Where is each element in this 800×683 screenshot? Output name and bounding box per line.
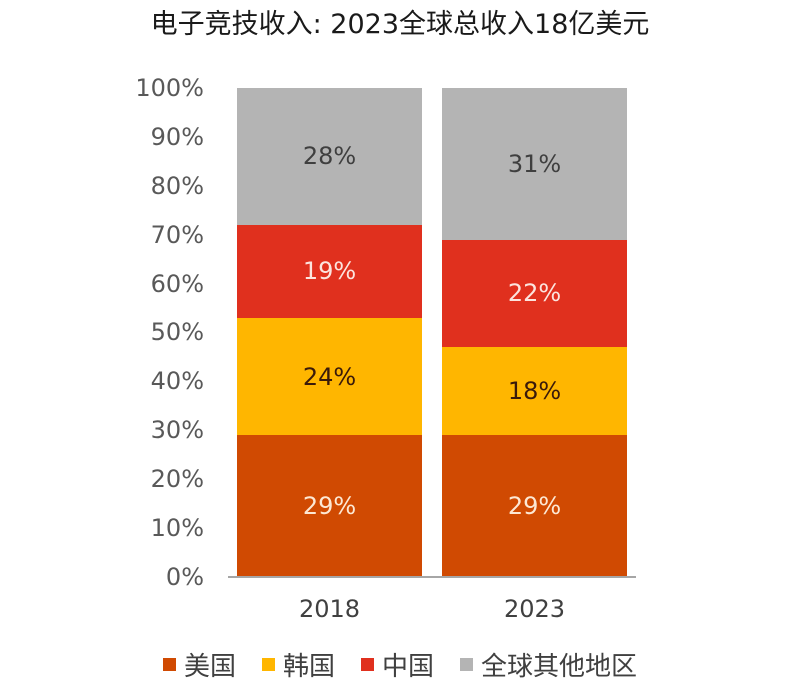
legend-item-china: 中国 (361, 646, 434, 683)
segment-china: 19% (237, 224, 422, 318)
legend: 美国 韩国 中国 全球其他地区 (0, 646, 800, 683)
legend-swatch-icon (460, 658, 474, 671)
legend-swatch-icon (261, 658, 275, 671)
y-tick-label: 10% (150, 514, 204, 542)
data-label: 29% (507, 492, 562, 521)
data-label: 31% (507, 149, 562, 178)
x-tick-label: 2018 (298, 595, 361, 623)
y-tick-label: 30% (150, 416, 204, 444)
legend-label: 全球其他地区 (481, 652, 638, 682)
chart-title: 电子竞技收入: 2023全球总收入18亿美元 (150, 9, 650, 40)
data-label: 24% (302, 362, 357, 391)
data-label: 29% (302, 492, 357, 521)
data-label: 18% (507, 377, 562, 406)
y-tick-label: 0% (165, 563, 204, 591)
legend-label: 美国 (183, 652, 236, 682)
legend-item-usa: 美国 (162, 646, 236, 683)
x-axis-line (228, 576, 636, 578)
segment-china: 22% (442, 239, 627, 348)
legend-label: 韩国 (282, 652, 335, 682)
segment-rest-of-world: 31% (442, 88, 627, 240)
y-tick-label: 80% (150, 172, 204, 200)
legend-item-korea: 韩国 (261, 646, 335, 683)
legend-swatch-icon (361, 658, 374, 671)
x-tick-label: 2023 (503, 595, 566, 623)
bar-2023: 29% 18% 22% 31% (442, 88, 627, 577)
data-label: 19% (302, 257, 357, 286)
data-label: 28% (302, 142, 357, 171)
segment-rest-of-world: 28% (237, 88, 422, 225)
y-tick-label: 20% (150, 465, 204, 493)
legend-swatch-icon (162, 658, 176, 671)
y-tick-label: 40% (150, 367, 204, 395)
plot-area: 29% 24% 19% 28% 29% 18% 22% 31% (228, 88, 636, 577)
segment-korea: 18% (442, 347, 627, 436)
segment-usa: 29% (237, 435, 422, 577)
y-tick-label: 60% (150, 270, 204, 298)
segment-usa: 29% (442, 435, 627, 577)
y-tick-label: 90% (150, 123, 204, 151)
y-tick-label: 50% (150, 318, 204, 346)
legend-label: 中国 (382, 652, 435, 682)
segment-korea: 24% (237, 317, 422, 436)
y-tick-label: 100% (135, 74, 204, 102)
y-tick-label: 70% (150, 221, 204, 249)
bar-2018: 29% 24% 19% 28% (237, 88, 422, 577)
data-label: 22% (507, 279, 562, 308)
legend-item-rest-of-world: 全球其他地区 (460, 646, 637, 683)
